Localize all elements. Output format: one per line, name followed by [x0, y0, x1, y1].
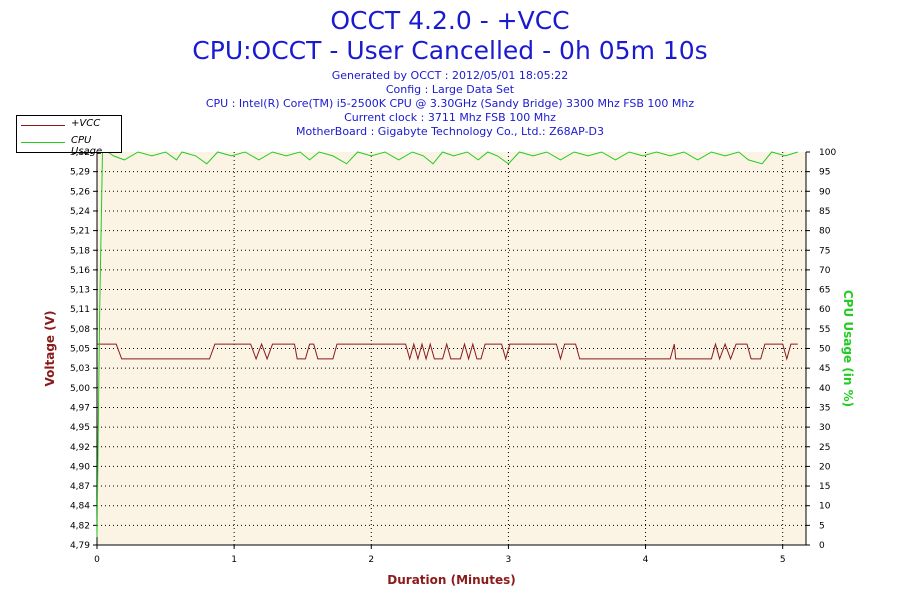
- y-left-tick-label: 5,29: [70, 168, 90, 178]
- y-right-tick-label: 10: [819, 502, 831, 512]
- clock-info: Current clock : 3711 Mhz FSB 100 Mhz: [344, 111, 556, 124]
- y-left-tick-label: 5,16: [70, 266, 90, 276]
- y-left-tick-label: 5,05: [70, 345, 90, 355]
- y-left-tick-label: 5,03: [70, 364, 90, 374]
- x-tick-label: 0: [94, 555, 100, 565]
- plot-area: [97, 152, 806, 545]
- y-left-tick-label: 5,18: [70, 246, 90, 256]
- y-right-tick-label: 85: [819, 207, 830, 217]
- x-tick-label: 3: [506, 555, 512, 565]
- y-left-tick-label: 4,95: [70, 423, 90, 433]
- y-left-tick-label: 4,97: [70, 403, 90, 413]
- y-right-tick-label: 80: [819, 227, 831, 237]
- y-right-tick-label: 65: [819, 286, 830, 296]
- config-info: Config : Large Data Set: [385, 83, 515, 96]
- chart-subtitle: CPU:OCCT - User Cancelled - 0h 05m 10s: [192, 36, 708, 65]
- y-left-axis-label: Voltage (V): [43, 311, 57, 387]
- cpu-info: CPU : Intel(R) Core(TM) i5-2500K CPU @ 3…: [205, 97, 695, 110]
- motherboard-info: MotherBoard : Gigabyte Technology Co., L…: [295, 125, 605, 138]
- y-right-tick-label: 75: [819, 246, 830, 256]
- legend-item-cpu: CPU Usage: [17, 134, 121, 157]
- y-left-tick-label: 5,11: [70, 305, 90, 315]
- y-left-tick-label: 4,84: [70, 502, 90, 512]
- y-left-tick-label: 5,24: [70, 207, 90, 217]
- y-right-tick-label: 40: [819, 384, 831, 394]
- y-left-tick-label: 5,32: [70, 148, 90, 158]
- y-left-tick-label: 5,21: [70, 227, 90, 237]
- y-right-tick-label: 60: [819, 305, 831, 315]
- y-right-tick-label: 0: [819, 541, 825, 551]
- y-left-tick-label: 4,90: [70, 462, 90, 472]
- y-right-tick-label: 100: [819, 148, 836, 158]
- y-left-tick-label: 5,00: [70, 384, 90, 394]
- x-tick-label: 5: [780, 555, 786, 565]
- x-tick-label: 2: [368, 555, 374, 565]
- y-left-tick-label: 5,13: [70, 286, 90, 296]
- y-left-tick-label: 5,08: [70, 325, 90, 335]
- y-left-tick-label: 4,82: [70, 521, 90, 531]
- series-line-vcc: [97, 342, 798, 361]
- legend-swatch-cpu: [21, 142, 65, 143]
- legend-label-vcc: +VCC: [71, 118, 101, 129]
- y-right-tick-label: 90: [819, 187, 831, 197]
- y-left-tick-label: 4,87: [70, 482, 90, 492]
- y-right-tick-label: 20: [819, 462, 831, 472]
- series-line-cpu: [96, 151, 798, 538]
- x-tick-label: 4: [643, 555, 649, 565]
- legend-label-cpu: CPU Usage: [71, 135, 103, 157]
- generated-info: Generated by OCCT : 2012/05/01 18:05:22: [331, 69, 569, 82]
- y-right-axis-label: CPU Usage (in %): [841, 290, 855, 407]
- y-right-tick-label: 25: [819, 443, 830, 453]
- y-right-tick-label: 45: [819, 364, 830, 374]
- y-right-tick-label: 95: [819, 168, 830, 178]
- legend-item-vcc: +VCC: [17, 117, 121, 133]
- x-tick-label: 1: [231, 555, 237, 565]
- y-right-tick-label: 35: [819, 403, 830, 413]
- chart-title: OCCT 4.2.0 - +VCC: [330, 6, 570, 35]
- y-right-tick-label: 30: [819, 423, 831, 433]
- y-left-tick-label: 4,92: [70, 443, 90, 453]
- y-right-tick-label: 50: [819, 345, 831, 355]
- legend: +VCC CPU Usage: [16, 115, 122, 157]
- legend-swatch-vcc: [21, 125, 65, 126]
- x-axis-label: Duration (Minutes): [387, 573, 515, 587]
- y-right-tick-label: 5: [819, 521, 825, 531]
- y-left-tick-label: 5,26: [70, 187, 90, 197]
- y-right-tick-label: 70: [819, 266, 831, 276]
- y-right-tick-label: 55: [819, 325, 830, 335]
- y-left-tick-label: 4,79: [70, 541, 90, 551]
- y-right-tick-label: 15: [819, 482, 830, 492]
